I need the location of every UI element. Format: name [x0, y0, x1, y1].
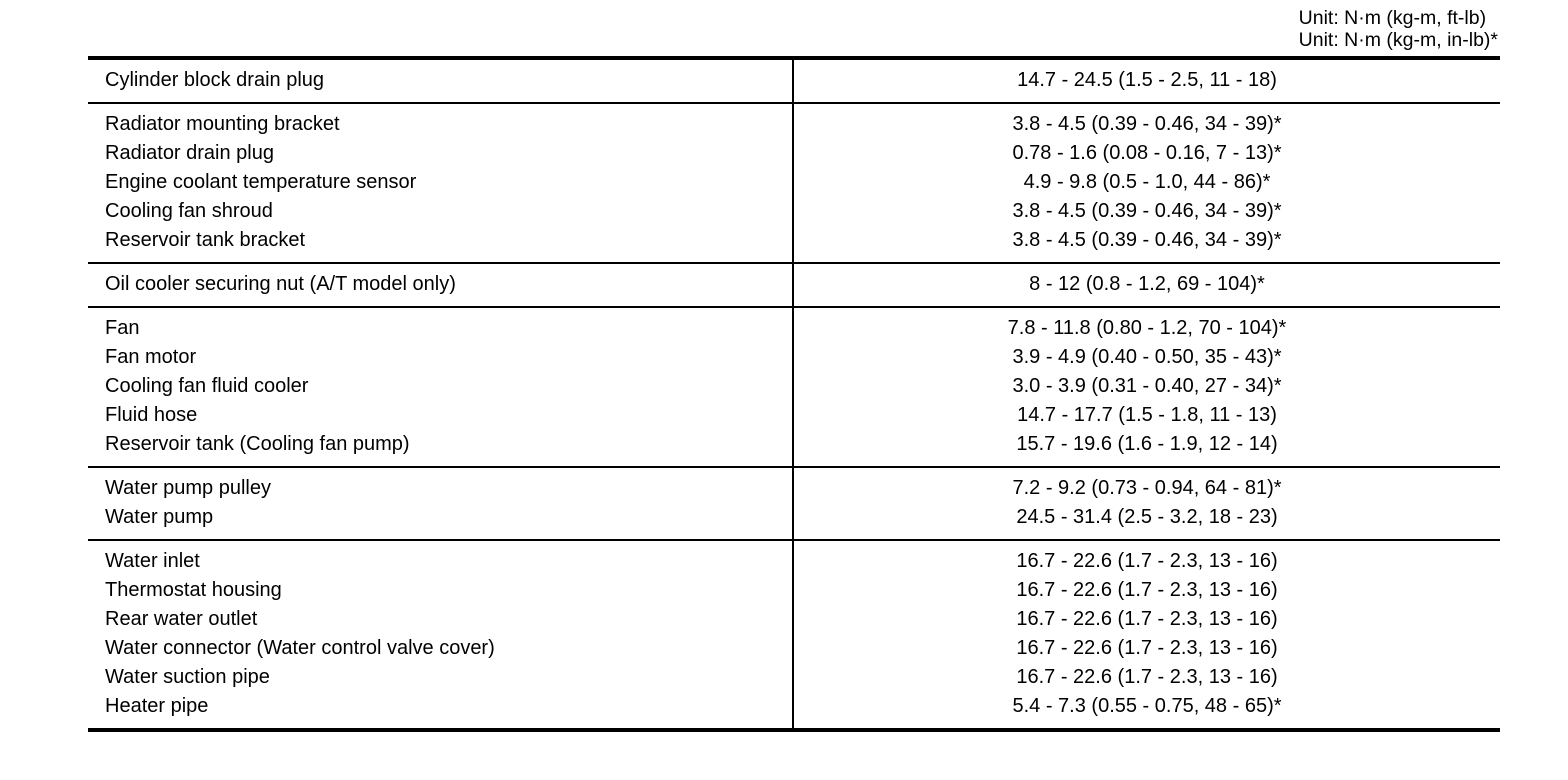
table-row-group: Water inlet Thermostat housing Rear water …	[88, 539, 1500, 728]
part-name: Heater pipe	[105, 695, 209, 717]
part-name: Fluid hose	[105, 404, 198, 426]
table-row-group: Water pump pulley Water pump 7.2 - 9.2 (0.…	[88, 466, 1500, 539]
torque-value: 3.9 - 4.9 (0.40 - 0.50, 35 - 43)*	[1012, 346, 1282, 368]
torque-value: 3.0 - 3.9 (0.31 - 0.40, 27 - 34)*	[1012, 375, 1282, 397]
torque-value: 5.4 - 7.3 (0.55 - 0.75, 48 - 65)*	[1012, 695, 1282, 717]
part-name: Thermostat housing	[105, 579, 282, 601]
part-name: Reservoir tank bracket	[105, 229, 306, 251]
torque-value: 7.2 - 9.2 (0.73 - 0.94, 64 - 81)*	[1012, 477, 1282, 499]
part-name: Water pump	[105, 506, 214, 528]
torque-value: 14.7 - 24.5 (1.5 - 2.5, 11 - 18)	[1017, 69, 1277, 91]
torque-value: 7.8 - 11.8 (0.80 - 1.2, 70 - 104)*	[1007, 317, 1287, 339]
torque-value: 3.8 - 4.5 (0.39 - 0.46, 34 - 39)*	[1012, 229, 1282, 251]
part-name: Water connector (Water control valve cov…	[105, 637, 495, 659]
part-column: Water inlet Thermostat housing Rear water …	[88, 541, 794, 728]
part-name: Cooling fan fluid cooler	[105, 375, 309, 397]
table-row-group: Oil cooler securing nut (A/T model only)…	[88, 262, 1500, 306]
torque-value: 14.7 - 17.7 (1.5 - 1.8, 11 - 13)	[1017, 404, 1277, 426]
torque-value: 0.78 - 1.6 (0.08 - 0.16, 7 - 13)*	[1012, 142, 1282, 164]
torque-column: 8 - 12 (0.8 - 1.2, 69 - 104)*	[794, 270, 1500, 299]
torque-column: 14.7 - 24.5 (1.5 - 2.5, 11 - 18)	[794, 66, 1500, 95]
unit-in-lb: Unit: N·m (kg-m, in-lb)*	[1298, 29, 1498, 51]
part-name: Rear water outlet	[105, 608, 258, 630]
torque-value: 16.7 - 22.6 (1.7 - 2.3, 13 - 16)	[1016, 608, 1278, 630]
part-name: Cylinder block drain plug	[105, 69, 325, 91]
torque-column: 7.8 - 11.8 (0.80 - 1.2, 70 - 104)* 3.9 - …	[794, 314, 1500, 459]
torque-value: 8 - 12 (0.8 - 1.2, 69 - 104)*	[1029, 273, 1265, 295]
part-name: Water suction pipe	[105, 666, 270, 688]
part-column: Water pump pulley Water pump	[88, 468, 794, 539]
part-column: Cylinder block drain plug	[88, 60, 794, 102]
part-name: Engine coolant temperature sensor	[105, 171, 417, 193]
part-name: Cooling fan shroud	[105, 200, 273, 222]
torque-value: 15.7 - 19.6 (1.6 - 1.9, 12 - 14)	[1016, 433, 1278, 455]
torque-value: 24.5 - 31.4 (2.5 - 3.2, 18 - 23)	[1016, 506, 1278, 528]
torque-table: Cylinder block drain plug 14.7 - 24.5 (1.…	[88, 56, 1500, 732]
table-row-group: Fan Fan motor Cooling fan fluid cooler Flui…	[88, 306, 1500, 466]
table-row-group: Cylinder block drain plug 14.7 - 24.5 (1.…	[88, 60, 1500, 102]
part-column: Radiator mounting bracket Radiator drain …	[88, 104, 794, 262]
torque-column: 16.7 - 22.6 (1.7 - 2.3, 13 - 16) 16.7 - 2…	[794, 547, 1500, 721]
unit-ft-lb: Unit: N·m (kg-m, ft-lb)	[1298, 7, 1487, 29]
torque-value: 3.8 - 4.5 (0.39 - 0.46, 34 - 39)*	[1012, 113, 1282, 135]
torque-column: 7.2 - 9.2 (0.73 - 0.94, 64 - 81)* 24.5 - …	[794, 474, 1500, 532]
part-name: Oil cooler securing nut (A/T model only)	[105, 273, 456, 295]
unit-legend: Unit: N·m (kg-m, ft-lb) Unit: N·m (kg-m,…	[1299, 7, 1498, 51]
part-name: Reservoir tank (Cooling fan pump)	[105, 433, 410, 455]
part-name: Water pump pulley	[105, 477, 271, 499]
torque-value: 16.7 - 22.6 (1.7 - 2.3, 13 - 16)	[1016, 550, 1278, 572]
torque-value: 16.7 - 22.6 (1.7 - 2.3, 13 - 16)	[1016, 579, 1278, 601]
table-row-group: Radiator mounting bracket Radiator drain …	[88, 102, 1500, 262]
part-name: Radiator drain plug	[105, 142, 274, 164]
part-name: Fan	[105, 317, 140, 339]
torque-value: 4.9 - 9.8 (0.5 - 1.0, 44 - 86)*	[1023, 171, 1271, 193]
torque-value: 16.7 - 22.6 (1.7 - 2.3, 13 - 16)	[1016, 637, 1278, 659]
part-name: Water inlet	[105, 550, 200, 572]
torque-value: 3.8 - 4.5 (0.39 - 0.46, 34 - 39)*	[1012, 200, 1282, 222]
part-column: Fan Fan motor Cooling fan fluid cooler Flui…	[88, 308, 794, 466]
part-name: Radiator mounting bracket	[105, 113, 340, 135]
part-name: Fan motor	[105, 346, 197, 368]
torque-value: 16.7 - 22.6 (1.7 - 2.3, 13 - 16)	[1016, 666, 1278, 688]
part-column: Oil cooler securing nut (A/T model only)	[88, 264, 794, 306]
torque-column: 3.8 - 4.5 (0.39 - 0.46, 34 - 39)* 0.78 - …	[794, 110, 1500, 255]
